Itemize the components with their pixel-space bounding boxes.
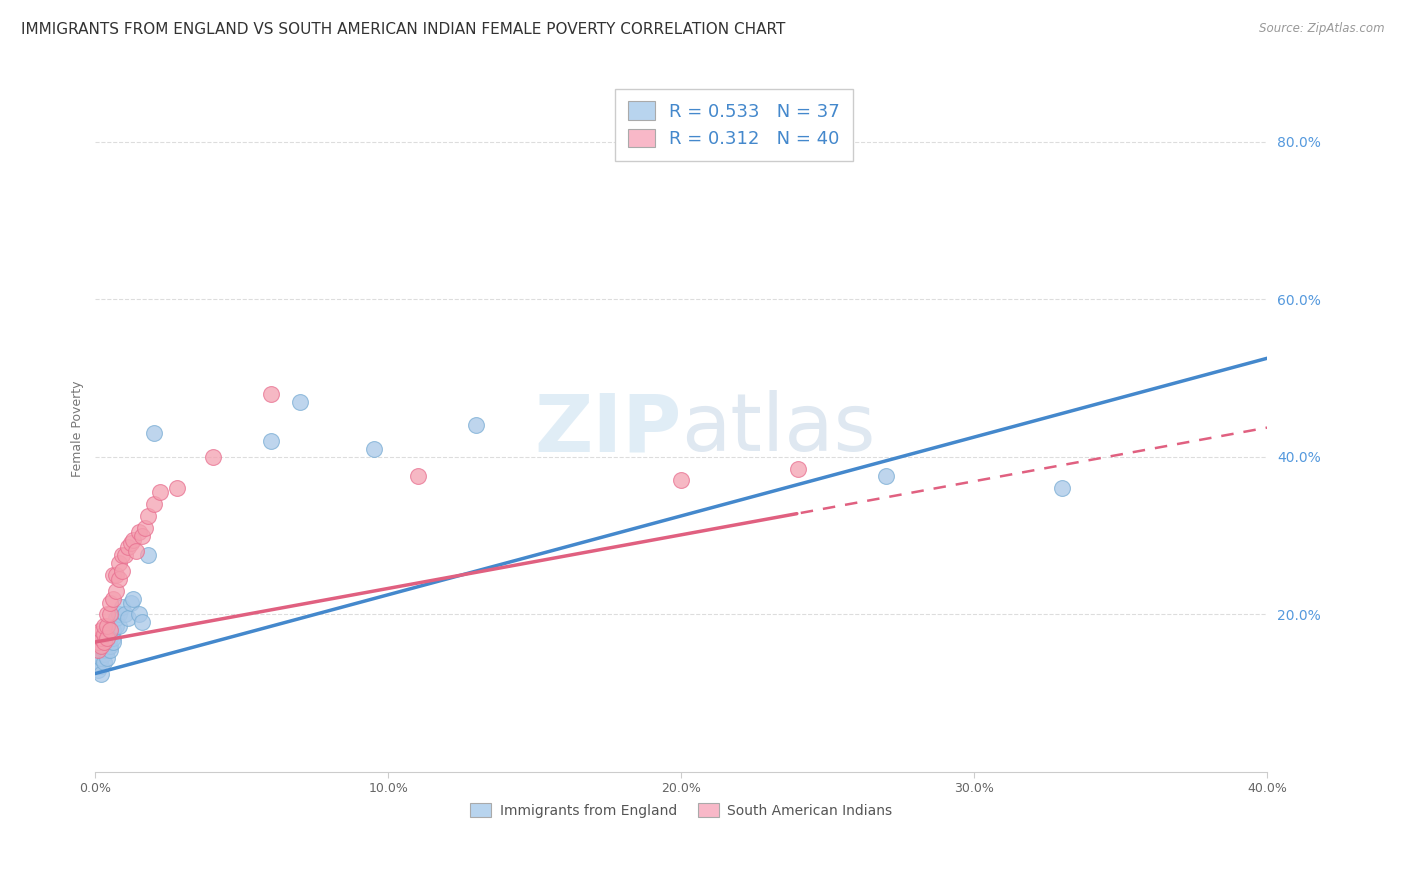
Point xyxy=(787,461,810,475)
Point xyxy=(201,450,224,464)
Text: Source: ZipAtlas.com: Source: ZipAtlas.com xyxy=(1260,22,1385,36)
Point xyxy=(120,536,142,550)
Point xyxy=(101,568,124,582)
Point xyxy=(465,418,488,433)
Point xyxy=(96,631,118,645)
Point xyxy=(90,639,112,653)
Point xyxy=(93,639,115,653)
Point xyxy=(104,619,127,633)
Point xyxy=(87,663,110,677)
Point xyxy=(107,556,129,570)
Point xyxy=(98,607,121,622)
Point xyxy=(96,619,118,633)
Point xyxy=(104,568,127,582)
Point xyxy=(90,666,112,681)
Point xyxy=(93,635,115,649)
Point xyxy=(93,643,115,657)
Point xyxy=(111,599,134,614)
Point xyxy=(363,442,385,456)
Point xyxy=(93,627,115,641)
Point xyxy=(98,643,121,657)
Point xyxy=(117,541,139,555)
Point xyxy=(122,533,145,547)
Point xyxy=(142,497,165,511)
Point xyxy=(128,607,150,622)
Point xyxy=(98,623,121,637)
Point xyxy=(107,572,129,586)
Text: IMMIGRANTS FROM ENGLAND VS SOUTH AMERICAN INDIAN FEMALE POVERTY CORRELATION CHAR: IMMIGRANTS FROM ENGLAND VS SOUTH AMERICA… xyxy=(21,22,786,37)
Point xyxy=(96,650,118,665)
Point xyxy=(98,596,121,610)
Point xyxy=(131,528,153,542)
Point xyxy=(120,596,142,610)
Point xyxy=(117,611,139,625)
Point xyxy=(87,635,110,649)
Point xyxy=(93,655,115,669)
Point xyxy=(142,426,165,441)
Y-axis label: Female Poverty: Female Poverty xyxy=(72,381,84,477)
Point xyxy=(671,474,693,488)
Legend: Immigrants from England, South American Indians: Immigrants from England, South American … xyxy=(465,797,897,823)
Point xyxy=(122,591,145,606)
Point xyxy=(104,583,127,598)
Point xyxy=(101,631,124,645)
Point xyxy=(125,544,148,558)
Point xyxy=(114,549,136,563)
Point xyxy=(260,434,283,448)
Point xyxy=(107,619,129,633)
Point xyxy=(149,485,172,500)
Point xyxy=(260,386,283,401)
Point xyxy=(90,650,112,665)
Text: atlas: atlas xyxy=(682,390,876,468)
Point xyxy=(107,607,129,622)
Point xyxy=(104,611,127,625)
Point xyxy=(96,635,118,649)
Point xyxy=(136,508,159,523)
Text: ZIP: ZIP xyxy=(534,390,682,468)
Point xyxy=(93,647,115,661)
Point xyxy=(114,607,136,622)
Point xyxy=(93,619,115,633)
Point xyxy=(90,623,112,637)
Point xyxy=(87,627,110,641)
Point xyxy=(98,639,121,653)
Point xyxy=(134,521,156,535)
Point xyxy=(111,564,134,578)
Point xyxy=(96,643,118,657)
Point xyxy=(87,655,110,669)
Point xyxy=(136,549,159,563)
Point xyxy=(131,615,153,630)
Point xyxy=(128,524,150,539)
Point xyxy=(166,481,188,495)
Point xyxy=(111,549,134,563)
Point xyxy=(101,635,124,649)
Point xyxy=(1050,481,1073,495)
Point xyxy=(87,643,110,657)
Point xyxy=(101,591,124,606)
Point xyxy=(90,631,112,645)
Point xyxy=(98,631,121,645)
Point xyxy=(875,469,897,483)
Point xyxy=(290,394,312,409)
Point xyxy=(101,623,124,637)
Point xyxy=(96,607,118,622)
Point xyxy=(90,658,112,673)
Point xyxy=(406,469,429,483)
